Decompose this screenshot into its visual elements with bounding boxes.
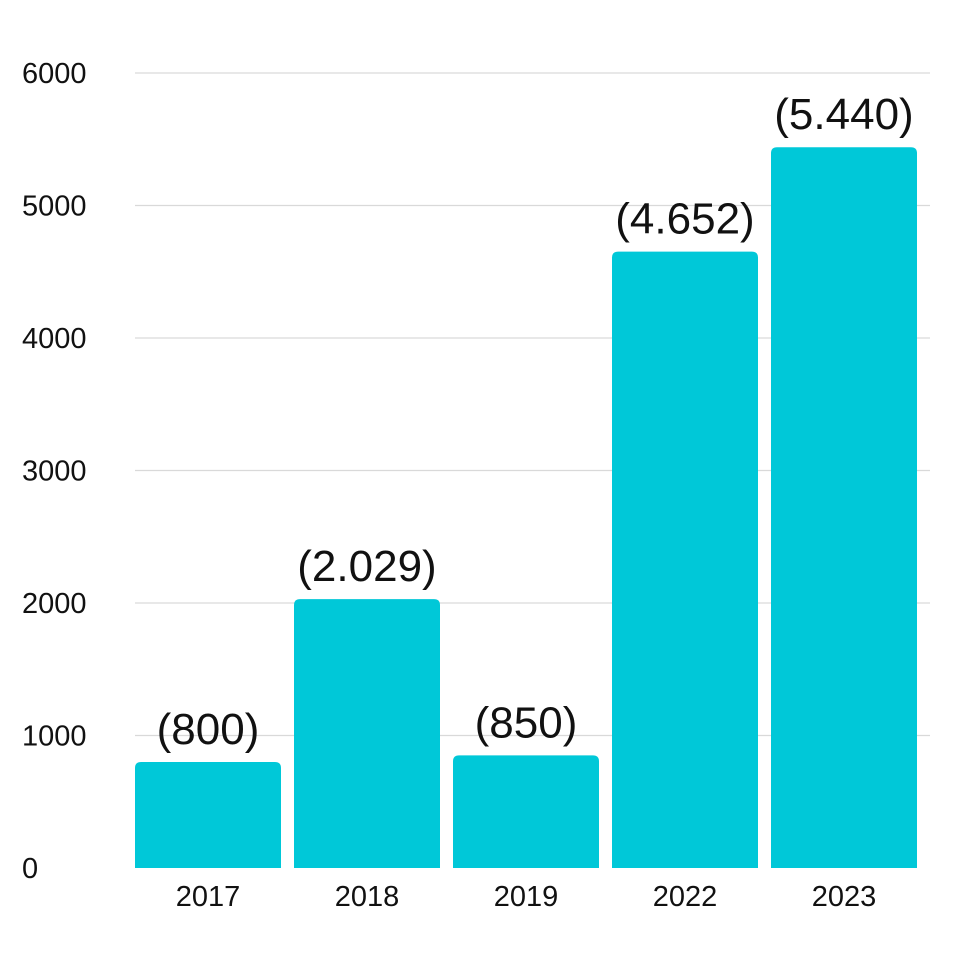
- bar-2023: [771, 147, 917, 868]
- x-tick-label: 2017: [176, 881, 241, 913]
- y-tick-label: 4000: [22, 323, 87, 355]
- data-label-2018: (2.029): [297, 542, 436, 591]
- x-axis-category-labels: 2017 2018 2019 2022 2023: [176, 881, 877, 913]
- data-label-2022: (4.652): [615, 195, 754, 244]
- bar-2017: [135, 762, 281, 868]
- y-tick-label: 1000: [22, 721, 87, 753]
- bar-2018: [294, 599, 440, 868]
- x-tick-label: 2022: [653, 881, 718, 913]
- y-axis-tick-labels: 0 1000 2000 3000 4000 5000 6000: [22, 58, 87, 885]
- y-tick-label: 3000: [22, 456, 87, 488]
- x-tick-label: 2019: [494, 881, 559, 913]
- y-tick-label: 0: [22, 853, 38, 885]
- y-tick-label: 2000: [22, 588, 87, 620]
- bar-2022: [612, 251, 758, 869]
- bars: [135, 147, 917, 869]
- data-label-2019: (850): [475, 698, 578, 747]
- bar-2019: [453, 755, 599, 868]
- y-tick-label: 6000: [22, 58, 87, 90]
- x-tick-label: 2023: [812, 881, 877, 913]
- data-label-2023: (5.440): [774, 90, 913, 139]
- x-tick-label: 2018: [335, 881, 400, 913]
- bar-value-labels: (800) (2.029) (850) (4.652) (5.440): [157, 90, 914, 754]
- y-tick-label: 5000: [22, 191, 87, 223]
- data-label-2017: (800): [157, 705, 260, 754]
